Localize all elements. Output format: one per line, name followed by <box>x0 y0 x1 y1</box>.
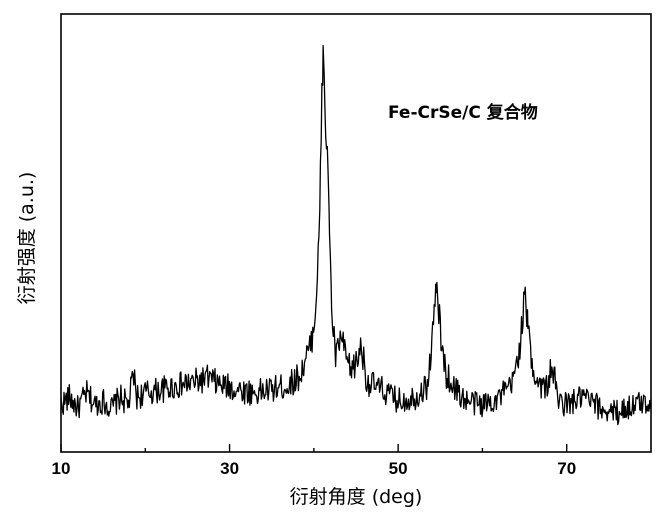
x-tick-label: 50 <box>389 459 408 478</box>
x-axis-title: 衍射角度 (deg) <box>290 486 423 508</box>
sample-annotation: Fe-CrSe/C 复合物 <box>388 102 538 123</box>
x-ticks <box>61 444 567 452</box>
x-tick-label: 70 <box>557 459 576 478</box>
series-line <box>61 46 650 425</box>
x-tick-labels: 10 30 50 70 <box>52 459 577 478</box>
y-axis-title: 衍射强度 (a.u.) <box>16 172 38 305</box>
plot-frame <box>61 14 651 452</box>
x-tick-label: 30 <box>220 459 239 478</box>
x-tick-label: 10 <box>52 459 71 478</box>
